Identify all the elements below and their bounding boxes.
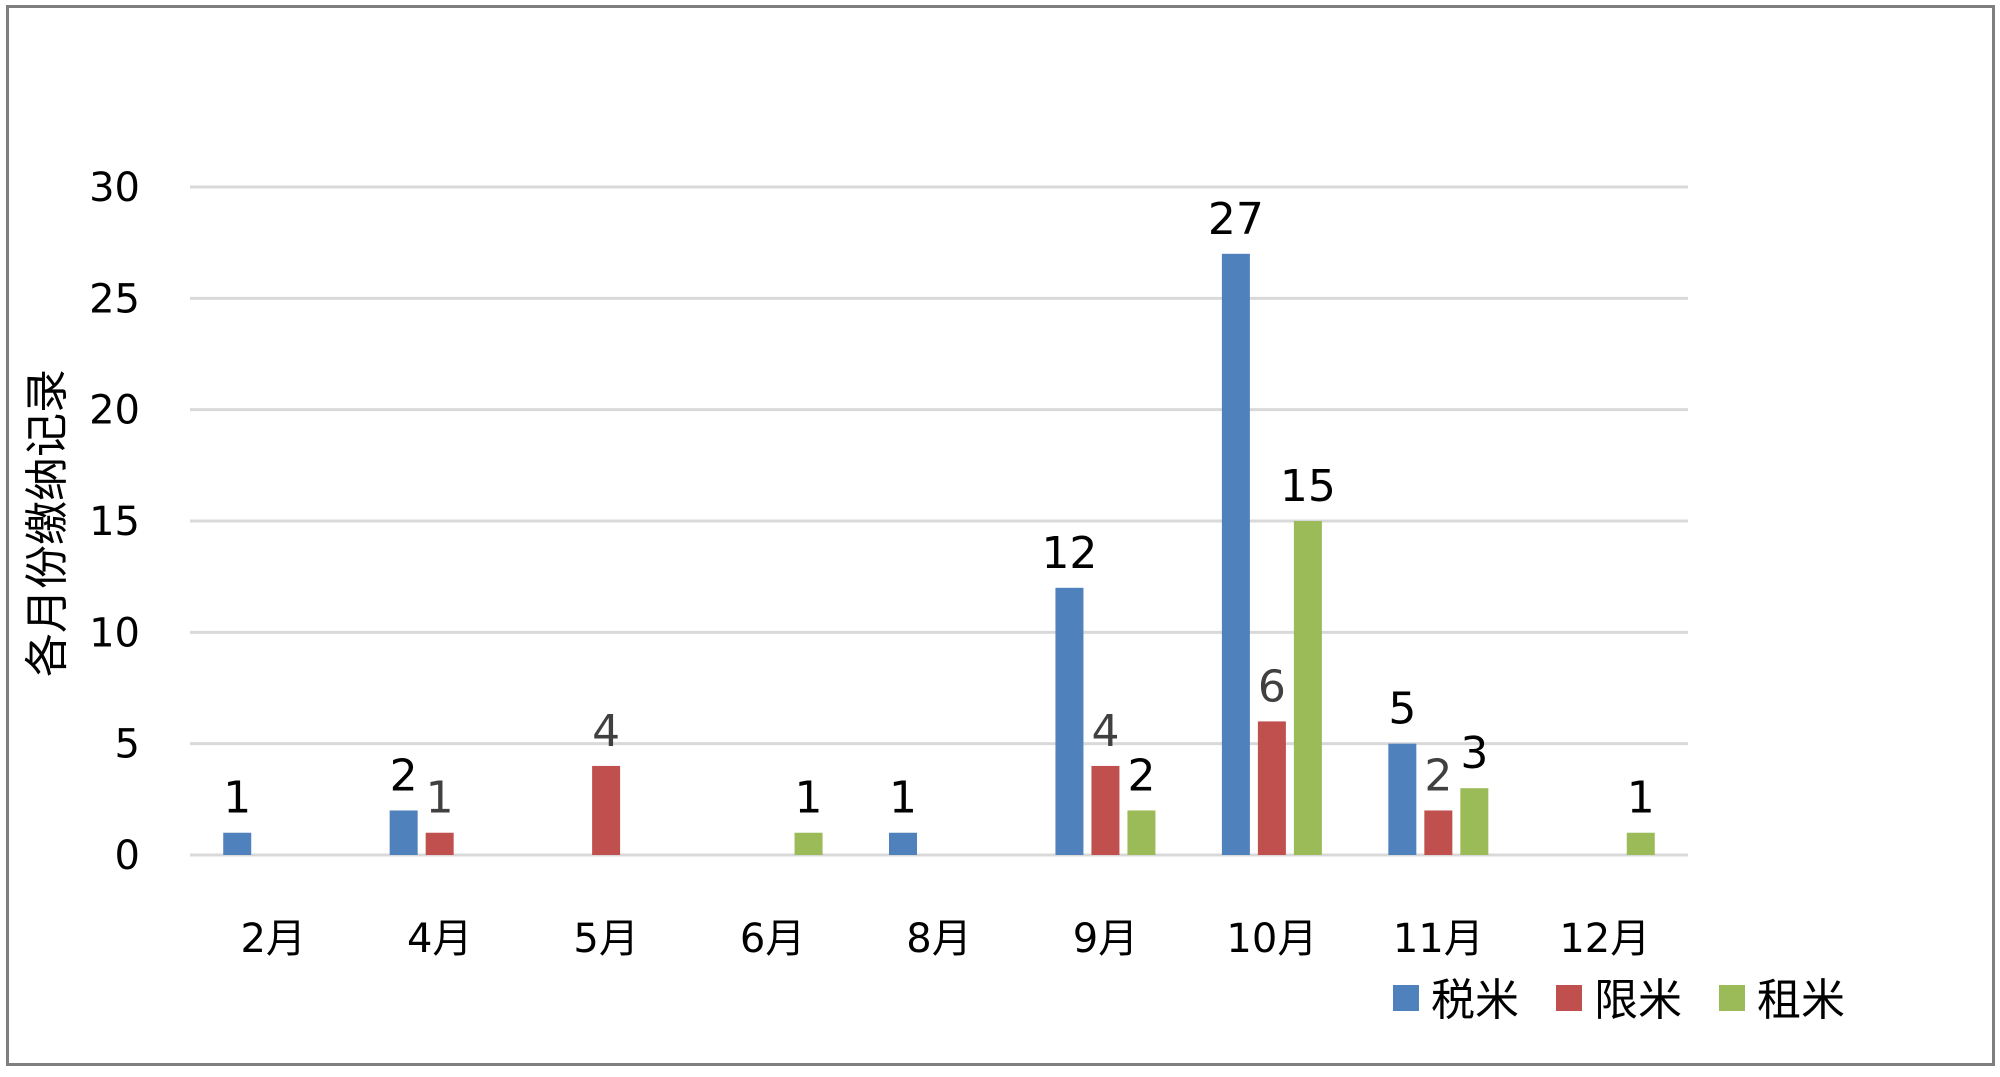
data-label: 4 [592, 706, 620, 757]
bar-租米-6月 [794, 832, 823, 855]
y-tick-label: 5 [115, 722, 140, 768]
bar-限米-4月 [425, 832, 454, 855]
bar-限米-10月 [1257, 721, 1286, 855]
bar-税米-11月 [1388, 743, 1417, 855]
y-tick-label: 0 [115, 833, 140, 879]
bar-限米-11月 [1424, 810, 1453, 855]
x-axis-ticks: 2月 4月 5月 6月 8月 9月 10月 11月 12月 [240, 916, 1650, 962]
bar-税米-4月 [389, 810, 418, 855]
x-tick-label: 9月 [1073, 916, 1138, 962]
x-tick-label: 12月 [1559, 916, 1650, 962]
data-label: 6 [1258, 661, 1286, 712]
y-tick-label: 20 [89, 388, 140, 434]
bar-限米-9月 [1091, 765, 1120, 855]
bar-税米-8月 [889, 832, 917, 855]
legend-swatch-限米 [1556, 985, 1582, 1011]
legend-label: 税米 [1431, 975, 1519, 1026]
bar-租米-10月 [1293, 521, 1322, 855]
data-label: 1 [223, 773, 251, 824]
legend-label: 限米 [1594, 975, 1682, 1026]
y-axis-title: 各月份缴纳记录 [22, 369, 73, 677]
y-tick-label: 10 [89, 610, 140, 656]
chart-frame [6, 5, 1995, 1066]
x-tick-label: 8月 [906, 916, 971, 962]
data-label: 15 [1280, 461, 1336, 512]
y-axis-ticks: 0 5 10 15 20 25 30 [89, 165, 140, 879]
data-label: 3 [1460, 728, 1488, 779]
x-tick-label: 10月 [1226, 916, 1317, 962]
x-tick-label: 5月 [573, 916, 638, 962]
bar-限米-5月 [592, 765, 621, 855]
x-tick-label: 11月 [1393, 916, 1484, 962]
data-label: 27 [1208, 194, 1264, 245]
data-label: 4 [1091, 706, 1119, 757]
y-tick-label: 15 [89, 499, 140, 545]
data-label: 1 [889, 773, 917, 824]
y-tick-label: 25 [89, 276, 140, 322]
data-label: 1 [795, 773, 823, 824]
bar-税米-10月 [1221, 253, 1250, 856]
data-label: 2 [1424, 750, 1452, 801]
bar-租米-11月 [1460, 788, 1489, 855]
data-label: 1 [1627, 773, 1655, 824]
legend-swatch-租米 [1719, 985, 1745, 1011]
data-label: 5 [1388, 684, 1416, 735]
x-tick-label: 2月 [240, 916, 305, 962]
bar-税米-9月 [1055, 587, 1084, 855]
bar-租米-9月 [1127, 810, 1156, 855]
bars [223, 253, 1655, 856]
bar-税米-2月 [223, 832, 252, 855]
bar-租米-12月 [1626, 832, 1655, 855]
x-tick-label: 4月 [407, 916, 472, 962]
data-label: 2 [1127, 750, 1155, 801]
data-label: 2 [390, 750, 418, 801]
x-tick-label: 6月 [740, 916, 805, 962]
legend-label: 租米 [1757, 975, 1845, 1026]
legend: 税米 限米 租米 [1393, 975, 1845, 1026]
legend-swatch-税米 [1393, 985, 1419, 1011]
y-tick-label: 30 [89, 165, 140, 211]
data-label: 12 [1041, 528, 1097, 579]
data-label: 1 [426, 773, 454, 824]
